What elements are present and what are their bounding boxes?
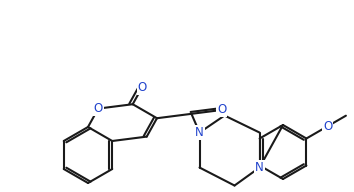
Text: O: O [323, 120, 332, 133]
Text: O: O [137, 81, 147, 94]
Text: O: O [93, 102, 103, 115]
Text: N: N [195, 126, 204, 139]
Text: N: N [255, 161, 264, 174]
Text: O: O [217, 103, 227, 117]
